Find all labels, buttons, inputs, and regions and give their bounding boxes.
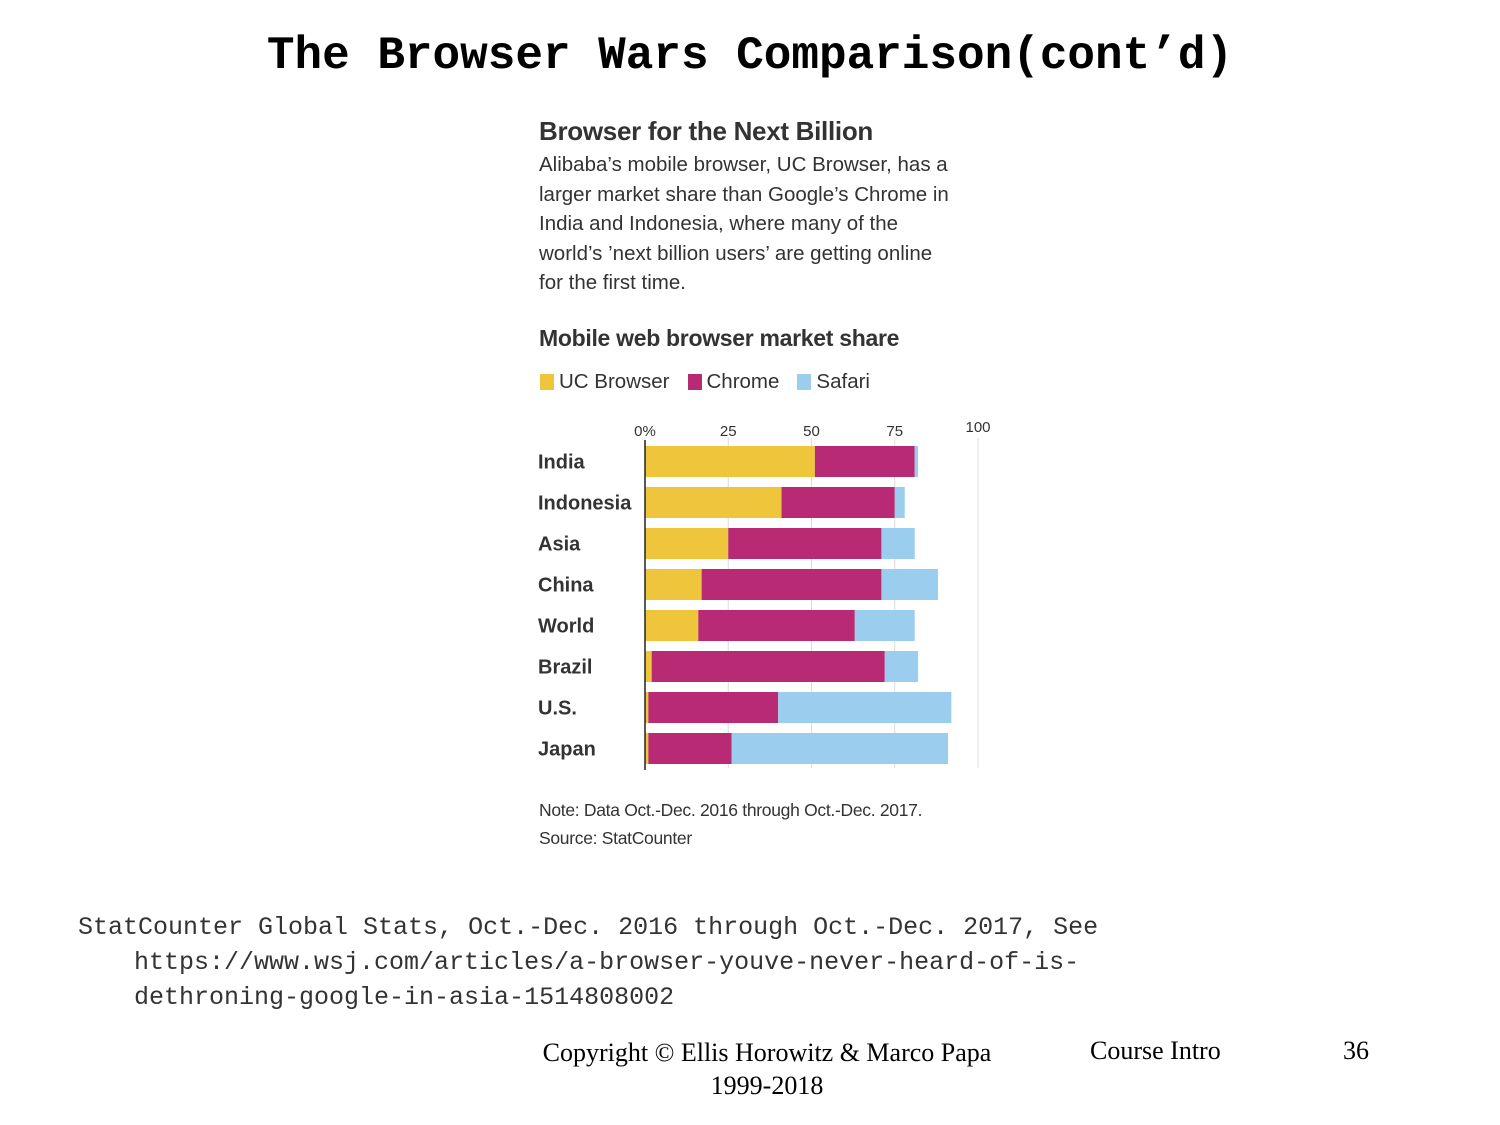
x-tick-label: 50 [803, 423, 820, 440]
footer-page-number: 36 [1343, 1036, 1369, 1065]
source-citation-line: StatCounter Global Stats, Oct.-Dec. 2016… [78, 913, 1099, 942]
bar-uc-browser [645, 569, 702, 600]
bar-safari [914, 446, 919, 477]
bar-uc-browser [645, 487, 782, 518]
legend-label-safari: Safari [816, 370, 870, 393]
bar-safari [778, 692, 952, 723]
source-citation-url-cont[interactable]: dethroning-google-in-asia-1514808002 [134, 983, 675, 1012]
chart-subtitle-line: India and Indonesia, where many of the [539, 212, 898, 235]
bar-chrome [701, 569, 882, 600]
bar-safari [854, 610, 915, 641]
legend-swatch-chrome [687, 374, 702, 390]
source-citation-url[interactable]: https://www.wsj.com/articles/a-browser-y… [134, 948, 1080, 977]
footer-copyright-years: 1999-2018 [710, 1071, 824, 1100]
slide-title: The Browser Wars Comparison(cont’d) [266, 30, 1234, 82]
legend-item-chrome: Chrome [687, 370, 780, 394]
chart-figure: Browser for the Next Billion Alibaba’s m… [530, 110, 1000, 860]
chart-subtitle-line: Alibaba’s mobile browser, UC Browser, ha… [539, 153, 948, 176]
footer-copyright-line: Copyright © Ellis Horowitz & Marco Papa [542, 1038, 992, 1067]
bar-uc-browser [645, 733, 649, 764]
bar-uc-browser [645, 610, 699, 641]
bar-chrome [648, 692, 779, 723]
legend-swatch-uc-browser [540, 374, 554, 390]
bar-chrome [648, 733, 732, 764]
bar-safari [731, 733, 949, 764]
bar-chrome [781, 487, 895, 518]
source-citation: StatCounter Global Stats, Oct.-Dec. 2016… [78, 910, 1478, 1015]
chart-subtitle-line: larger market share than Google’s Chrome… [539, 182, 949, 206]
category-label: India [538, 452, 586, 474]
bar-chart-plot: 0% 25 50 75 100 India Indonesia Asia China World B… [538, 419, 991, 770]
bar-uc-browser [645, 446, 815, 477]
x-tick-label: 100 [965, 419, 990, 436]
bar-uc-browser [645, 528, 729, 559]
category-label: Brazil [538, 657, 592, 679]
footer-copyright: Copyright © Ellis Horowitz & Marco Papa … [512, 1036, 1022, 1102]
bar-chrome [814, 446, 915, 477]
legend-item-safari: Safari [797, 370, 870, 394]
category-label: China [538, 575, 594, 597]
bar-safari [884, 651, 919, 682]
chart-subtitle-line: world’s ’next billion users’ are getting… [539, 241, 933, 265]
category-label: Japan [538, 739, 596, 761]
x-tick-label: 25 [720, 423, 737, 440]
x-tick-label: 0% [634, 423, 656, 440]
bar-uc-browser [645, 651, 652, 682]
bar-safari [881, 569, 939, 600]
chart-subtitle: Alibaba’s mobile browser, UC Browser, ha… [539, 150, 994, 298]
chart-legend: UC Browser Chrome Safari [540, 370, 888, 394]
category-label: Indonesia [538, 493, 632, 515]
legend-swatch-safari [797, 374, 812, 390]
legend-label-chrome: Chrome [706, 370, 780, 393]
chart-heading: Mobile web browser market share [539, 325, 900, 351]
bar-safari [881, 528, 915, 559]
category-label: World [538, 616, 594, 638]
bar-chrome [698, 610, 855, 641]
bar-safari [894, 487, 905, 518]
chart-note-text: Note: Data Oct.-Dec. 2016 through Oct.-D… [539, 800, 923, 820]
x-tick-label: 75 [886, 423, 903, 440]
bar-uc-browser [645, 692, 649, 723]
legend-item-uc-browser: UC Browser [540, 370, 670, 394]
footer-course-label: Course Intro [1090, 1036, 1221, 1065]
category-label: Asia [538, 534, 581, 556]
bar-chrome [728, 528, 882, 559]
chart-title: Browser for the Next Billion [539, 116, 873, 146]
chart-source-text: Source: StatCounter [539, 828, 692, 848]
chart-subtitle-line: for the first time. [539, 271, 686, 294]
bar-chrome [651, 651, 885, 682]
legend-label-uc-browser: UC Browser [559, 370, 670, 393]
category-label: U.S. [538, 698, 577, 720]
chart-note: Note: Data Oct.-Dec. 2016 through Oct.-D… [539, 796, 922, 852]
